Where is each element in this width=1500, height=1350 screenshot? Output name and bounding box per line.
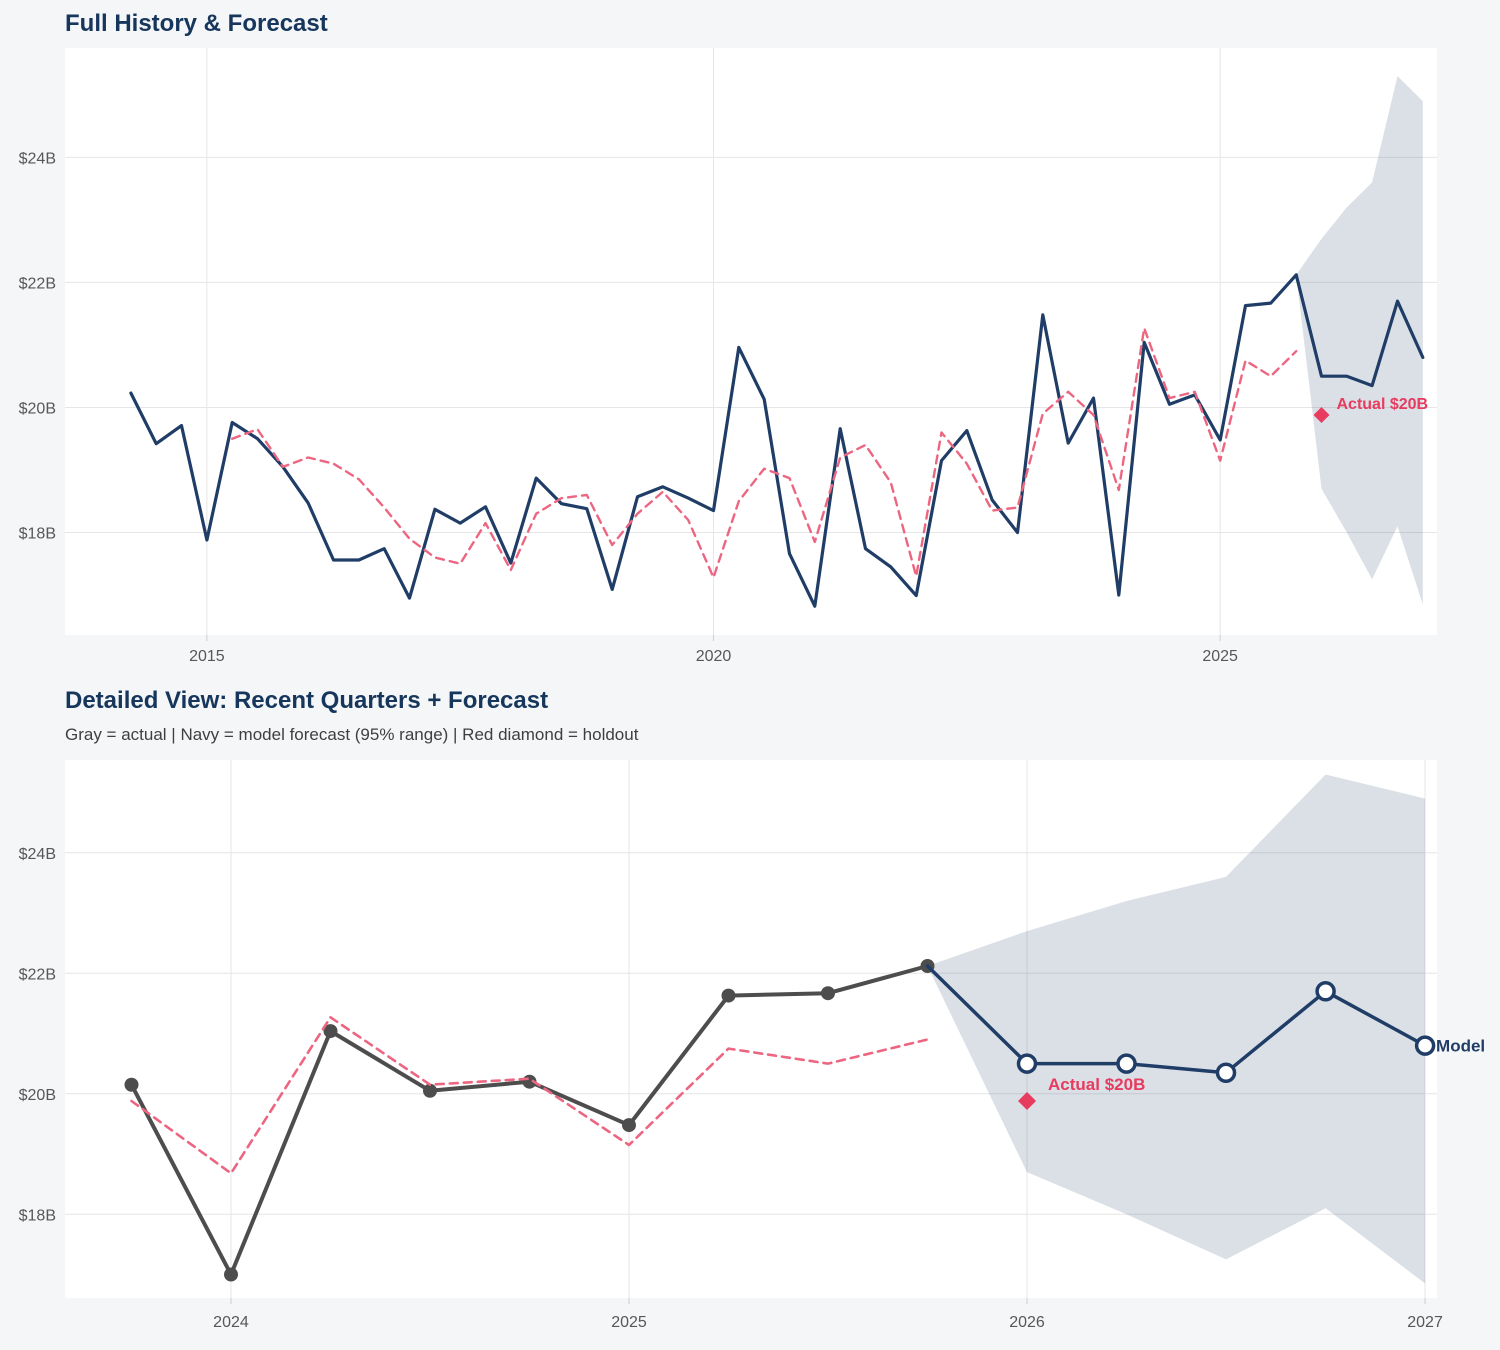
bottom-chart-subtitle: Gray = actual | Navy = model forecast (9… [65, 725, 639, 744]
series-actual_recent-marker [622, 1118, 636, 1133]
holdout-diamond [1018, 1091, 1037, 1110]
x-tick-label: 2020 [696, 648, 732, 665]
series-model_forecast-marker [1215, 1062, 1237, 1083]
y-tick-label: $24B [19, 846, 56, 863]
series-model_forecast-marker [1414, 1035, 1436, 1056]
annotation-model: Model [1436, 1037, 1485, 1056]
bottom-chart-title: Detailed View: Recent Quarters + Forecas… [65, 687, 548, 714]
y-tick-label: $18B [19, 1207, 56, 1224]
x-tick-label: 2027 [1407, 1314, 1443, 1331]
y-tick-label: $22B [19, 966, 56, 983]
top-chart-title: Full History & Forecast [65, 10, 328, 37]
plot-area[interactable] [65, 760, 1437, 1298]
forecast-band [1296, 76, 1423, 605]
y-tick-label: $20B [19, 1087, 56, 1104]
x-tick-label: 2026 [1009, 1314, 1045, 1331]
x-tick-label: 2025 [611, 1314, 647, 1331]
series-actual_recent-marker [821, 986, 835, 1001]
y-tick-label: $24B [19, 150, 56, 167]
series-model_forecast-marker [1016, 1053, 1038, 1074]
x-tick-label: 2024 [213, 1314, 249, 1331]
top-chart: $18B $20B $22B $24B 2015 2020 2025 Actual $20B [19, 48, 1437, 665]
series-actual_recent-marker [224, 1267, 238, 1282]
x-tick-label: 2015 [189, 648, 225, 665]
y-tick-label: $20B [19, 400, 56, 417]
series-actual_recent-marker [323, 1024, 338, 1039]
plot-area[interactable] [65, 48, 1437, 635]
series-actual_history-line [129, 273, 1298, 608]
holdout-diamond [1313, 406, 1330, 423]
holdout-label: Actual $20B [1336, 396, 1428, 413]
series-model_forecast-line [1294, 273, 1425, 388]
series-model_forecast-marker [1315, 981, 1336, 1002]
series-model_forecast-line [925, 964, 1427, 1075]
series-model_fit-line [231, 326, 1298, 579]
forecast-band [927, 774, 1426, 1284]
x-tick-label: 2025 [1202, 648, 1238, 665]
series-actual_recent-marker [721, 988, 736, 1003]
y-tick-label: $22B [19, 275, 56, 292]
holdout-label: Actual $20B [1048, 1075, 1145, 1094]
y-tick-label: $18B [19, 525, 56, 542]
series-model_forecast-marker [1116, 1053, 1137, 1074]
bottom-chart: $18B $20B $22B $24B 2024 2025 2026 2027 Actual $… [19, 760, 1485, 1331]
series-model_fit-line [130, 1016, 929, 1175]
series-actual_recent-marker [124, 1077, 139, 1092]
series-actual_recent-marker [423, 1083, 437, 1098]
